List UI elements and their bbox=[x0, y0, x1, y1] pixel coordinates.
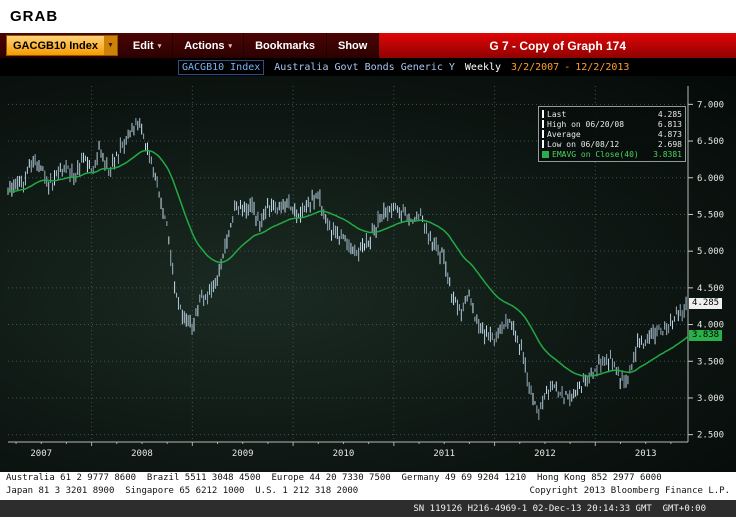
svg-text:2011: 2011 bbox=[433, 449, 455, 459]
svg-text:2010: 2010 bbox=[333, 449, 355, 459]
range-end-field[interactable]: 12/2/2013 bbox=[575, 61, 630, 73]
svg-text:4.000: 4.000 bbox=[697, 321, 724, 331]
price-chart[interactable]: 7.000 6.500 6.000 5.500 5.000 4.500 4.000 3.500… bbox=[0, 76, 736, 472]
footer-copyright: Copyright 2013 Bloomberg Finance L.P. bbox=[529, 486, 730, 496]
range-separator: - bbox=[564, 61, 571, 73]
legend-row-last: Last 4.285 bbox=[542, 109, 682, 119]
legend-label: High on 06/20/08 bbox=[547, 119, 625, 129]
last-price-tag: 4.285 bbox=[689, 297, 723, 309]
chevron-down-icon[interactable]: ▼ bbox=[103, 36, 117, 55]
svg-text:6.000: 6.000 bbox=[697, 174, 724, 184]
emavg-price-tag: 3.838 bbox=[689, 330, 723, 342]
chart-header: GACGB10 Index Australia Govt Bonds Gener… bbox=[0, 58, 736, 76]
legend-row-low: Low on 06/08/12 2.698 bbox=[542, 139, 682, 149]
average-marker-icon bbox=[542, 130, 544, 138]
last-price-value: 4.285 bbox=[692, 297, 720, 308]
chevron-down-icon: ▾ bbox=[228, 42, 233, 50]
emavg-swatch-icon bbox=[542, 150, 549, 158]
period-selector[interactable]: Weekly bbox=[464, 61, 502, 73]
svg-text:2007: 2007 bbox=[30, 449, 52, 459]
emavg-price-value: 3.838 bbox=[692, 330, 720, 341]
menu-bookmarks-label: Bookmarks bbox=[255, 39, 315, 52]
security-ticker[interactable]: GACGB10 Index bbox=[178, 59, 265, 75]
svg-text:2.500: 2.500 bbox=[697, 431, 724, 441]
range-start-field[interactable]: 3/2/2007 bbox=[511, 61, 560, 73]
legend-value: 4.873 bbox=[657, 129, 682, 139]
legend-label: Low on 06/08/12 bbox=[547, 139, 620, 149]
menu-actions-label: Actions bbox=[184, 39, 225, 52]
legend-label: Last bbox=[547, 109, 567, 119]
footer-contacts-line2: Japan 81 3 3201 8900 Singapore 65 6212 1… bbox=[6, 486, 359, 496]
svg-text:5.000: 5.000 bbox=[697, 247, 724, 257]
window-title: GRAB bbox=[0, 0, 736, 33]
chart-legend: Last 4.285 High on 06/20/08 6.813 Averag… bbox=[538, 106, 686, 162]
security-selector[interactable]: GACGB10 Index ▼ bbox=[6, 35, 118, 56]
toolbar: GACGB10 Index ▼ Edit ▾ Actions ▾ Bookmar… bbox=[0, 33, 736, 58]
legend-row-emavg: EMAVG on Close(40) 3.8381 bbox=[542, 149, 682, 159]
svg-text:2008: 2008 bbox=[131, 449, 153, 459]
menu-actions[interactable]: Actions ▾ bbox=[173, 33, 245, 58]
svg-text:6.500: 6.500 bbox=[697, 137, 724, 147]
svg-text:2009: 2009 bbox=[232, 449, 254, 459]
legend-value: 3.8381 bbox=[653, 149, 682, 159]
legend-label: EMAVG on Close(40) bbox=[552, 149, 639, 159]
terminal-status-bar: SN 119126 H216-4969-1 02-Dec-13 20:14:33… bbox=[0, 500, 736, 517]
security-selector-label: GACGB10 Index bbox=[13, 39, 98, 52]
menu-show[interactable]: Show bbox=[327, 33, 380, 58]
high-marker-icon bbox=[542, 120, 544, 128]
svg-text:4.500: 4.500 bbox=[697, 284, 724, 294]
svg-text:3.000: 3.000 bbox=[697, 394, 724, 404]
svg-text:3.500: 3.500 bbox=[697, 357, 724, 367]
date-range[interactable]: 3/2/2007 - 12/2/2013 bbox=[511, 62, 629, 73]
footer: Australia 61 2 9777 8600 Brazil 5511 304… bbox=[0, 472, 736, 527]
legend-label: Average bbox=[547, 129, 581, 139]
graph-title: G 7 - Copy of Graph 174 bbox=[379, 33, 736, 58]
serial-number: SN 119126 H216-4969-1 02-Dec-13 20:14:33… bbox=[413, 503, 706, 514]
svg-text:2013: 2013 bbox=[635, 449, 657, 459]
menu-show-label: Show bbox=[337, 39, 368, 52]
footer-line2: Japan 81 3 3201 8900 Singapore 65 6212 1… bbox=[0, 485, 736, 498]
menu-edit-label: Edit bbox=[132, 39, 154, 52]
legend-value: 2.698 bbox=[657, 139, 682, 149]
menu-edit[interactable]: Edit ▾ bbox=[122, 33, 174, 58]
chart-area: 7.000 6.500 6.000 5.500 5.000 4.500 4.000 3.500… bbox=[0, 76, 736, 472]
legend-row-average: Average 4.873 bbox=[542, 129, 682, 139]
last-marker-icon bbox=[542, 110, 544, 118]
svg-text:7.000: 7.000 bbox=[697, 100, 724, 110]
legend-row-high: High on 06/20/08 6.813 bbox=[542, 119, 682, 129]
chevron-down-icon: ▾ bbox=[157, 42, 162, 50]
menu-bookmarks[interactable]: Bookmarks bbox=[244, 33, 327, 58]
security-description: Australia Govt Bonds Generic Y bbox=[274, 61, 455, 73]
legend-value: 4.285 bbox=[657, 109, 682, 119]
low-marker-icon bbox=[542, 140, 544, 148]
svg-text:2012: 2012 bbox=[534, 449, 556, 459]
svg-text:5.500: 5.500 bbox=[697, 210, 724, 220]
legend-value: 6.813 bbox=[657, 119, 682, 129]
footer-contacts-line1: Australia 61 2 9777 8600 Brazil 5511 304… bbox=[6, 473, 662, 483]
